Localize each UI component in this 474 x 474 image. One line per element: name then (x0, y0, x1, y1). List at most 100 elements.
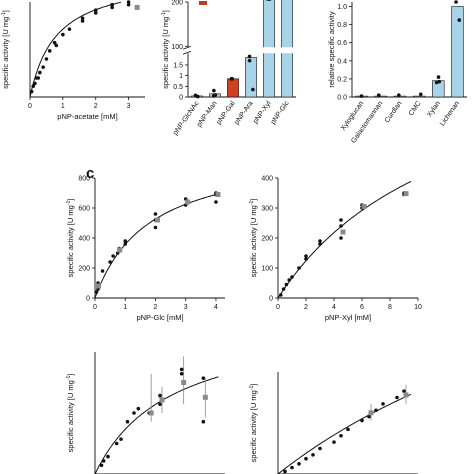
data-point (108, 260, 112, 264)
data-point (374, 408, 378, 412)
data-point (339, 224, 343, 228)
data-point (360, 94, 364, 98)
data-point (68, 27, 72, 31)
y-tick-label: 200 (78, 266, 90, 273)
y-tick-label: 1.5 (173, 62, 183, 69)
y-tick-label: 0.6 (337, 40, 347, 47)
data-point (81, 16, 85, 20)
data-point (154, 226, 158, 230)
x-category-label: pNP-Glc (270, 100, 291, 126)
y-tick-label: 400 (261, 176, 273, 183)
data-point (36, 76, 40, 80)
data-point (283, 470, 287, 474)
x-category-label: Lichenan (439, 100, 461, 127)
data-point (119, 437, 123, 441)
data-point (419, 92, 423, 96)
data-point (248, 59, 252, 63)
polysaccharide-bar-chart: 0.00.20.40.60.81.0XyloglucanGalactomanna… (327, 0, 467, 144)
data-point (111, 254, 115, 258)
x-tick-label: 1 (61, 103, 65, 110)
axes (95, 178, 225, 298)
y-axis-title: specific activity [U mg-1] (1, 10, 10, 89)
y-axis-title-end: ] (161, 10, 170, 12)
y-tick-label: 400 (78, 236, 90, 243)
data-point (332, 440, 336, 444)
x-tick-label: 2 (94, 103, 98, 110)
mean-marker (135, 5, 140, 10)
bottom-right-kinetics-plot: specific activity [U mg-1] (249, 372, 418, 474)
x-tick-label: 6 (360, 304, 364, 311)
y-tick-label: 1.0 (337, 4, 347, 11)
y-axis-title: specific activity [U mg-1] (66, 374, 75, 453)
y-tick-label: 0.8 (337, 22, 347, 29)
data-point (279, 293, 283, 297)
data-point (318, 239, 322, 243)
bar (245, 57, 256, 97)
y-tick-label: 1 (179, 73, 183, 80)
data-point (132, 411, 136, 415)
data-point (311, 453, 315, 457)
data-point (437, 80, 441, 84)
y-tick-label: 0.0 (337, 95, 347, 102)
y-tick-label: 100 (261, 266, 273, 273)
mean-marker (203, 395, 208, 400)
data-point (41, 65, 45, 69)
y-tick-label: 0 (86, 296, 90, 303)
bar-break (281, 47, 294, 53)
y-tick-label: 600 (78, 206, 90, 213)
data-point (101, 269, 105, 273)
x-category-label: Xylan (426, 100, 442, 118)
data-point (395, 396, 399, 400)
bar (227, 79, 238, 97)
bar-break (263, 47, 276, 53)
data-point (304, 254, 308, 258)
x-tick-label: 0 (28, 103, 32, 110)
x-tick-label: 8 (388, 304, 392, 311)
data-point (457, 18, 461, 22)
acetate-kinetics-plot: 0 1 2 3pNP-acetate [mM]specific activity [U… (1, 0, 145, 121)
x-category-label: pNP-GlcNAc (172, 100, 201, 137)
xyl-kinetics-plot: 0 2 4 6 8 100100200300400pNP-Xyl [mM]specific… (249, 176, 422, 323)
y-axis-title-end: ] (249, 384, 258, 386)
data-point (346, 428, 350, 432)
data-point (381, 402, 385, 406)
data-point (127, 0, 131, 4)
data-point (33, 82, 37, 86)
x-tick-label: 3 (127, 103, 131, 110)
data-point (30, 90, 34, 94)
y-axis-title: specific activity [U mg-1] (161, 10, 170, 89)
y-axis-title: relative specific activity (327, 11, 336, 88)
data-point (318, 447, 322, 451)
y-tick-label: 0.5 (173, 84, 183, 91)
data-point (110, 3, 114, 7)
data-point (339, 218, 343, 222)
fit-curve (30, 2, 121, 97)
y-tick-label: 800 (78, 176, 90, 183)
data-point (180, 368, 184, 372)
y-tick-label: 0.2 (337, 76, 347, 83)
data-point (45, 57, 49, 61)
x-tick-label: 2 (304, 304, 308, 311)
data-point (202, 376, 206, 380)
bar (413, 96, 425, 97)
data-point (126, 420, 130, 424)
data-point (402, 389, 406, 393)
y-tick-label: 0.4 (337, 58, 347, 65)
y-tick-label: 300 (261, 206, 273, 213)
fit-curve (95, 194, 219, 298)
bar (451, 7, 463, 97)
data-point (285, 283, 289, 287)
data-point (367, 415, 371, 419)
mean-marker (160, 397, 165, 402)
x-axis-title: pNP-Glc [mM] (136, 313, 183, 322)
data-point (304, 457, 308, 461)
mean-marker (404, 392, 409, 397)
x-category-label: pNP-Ara (234, 100, 255, 126)
mean-marker (149, 411, 154, 416)
fit-curve (278, 394, 411, 474)
mean-marker (362, 204, 367, 209)
y-tick-label: 200 (261, 236, 273, 243)
data-point (377, 93, 381, 97)
mean-marker (96, 284, 101, 289)
